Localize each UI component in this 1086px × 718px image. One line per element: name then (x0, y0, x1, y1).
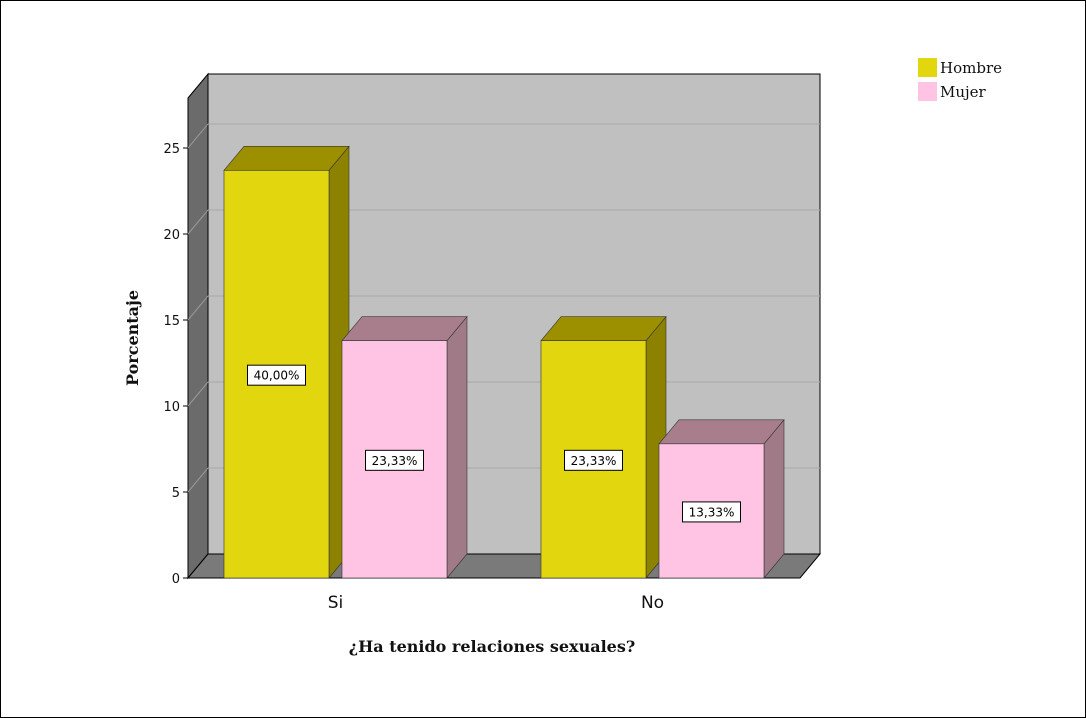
x-category-label: No (641, 593, 664, 613)
y-tick-label: 15 (163, 314, 180, 329)
legend-label: Mujer (940, 83, 987, 101)
y-tick-label: 10 (163, 400, 180, 415)
legend-swatch (918, 58, 937, 77)
bar-mujer-no (658, 419, 785, 579)
legend-item-hombre: Hombre (918, 58, 1002, 77)
bar-top (223, 146, 350, 171)
bar-hombre-si (223, 145, 350, 579)
data-label: 13,33% (682, 501, 741, 523)
x-axis-categories: Si No (328, 593, 664, 613)
bar-side (763, 419, 785, 579)
data-label-text: 23,33% (571, 454, 617, 468)
legend-swatch (918, 82, 937, 101)
bar-hombre-no (540, 315, 667, 579)
bar-top (540, 316, 667, 341)
bar-top (341, 316, 468, 341)
gridline-side (187, 467, 209, 493)
y-tick-label: 5 (172, 486, 180, 501)
side-wall (187, 72, 209, 580)
y-axis-ticks: 0 5 10 15 20 25 (163, 142, 188, 587)
data-label-box (682, 501, 741, 523)
x-axis-title: ¿Ha tenido relaciones sexuales? (349, 637, 635, 656)
data-labels: 40,00% 23,33% 23,33% 13,33% (247, 364, 741, 523)
data-label-text: 23,33% (372, 454, 418, 468)
y-tick-label: 0 (172, 572, 180, 587)
legend-item-mujer: Mujer (918, 82, 987, 101)
gridline-side (187, 381, 209, 407)
data-label: 23,33% (564, 449, 623, 471)
gridline-side (187, 295, 209, 321)
legend: Hombre Mujer (918, 58, 1002, 101)
gridline-side (187, 209, 209, 235)
data-label: 23,33% (365, 449, 424, 471)
data-label-text: 40,00% (254, 369, 300, 383)
gridline-side (187, 123, 209, 149)
y-tick-label: 20 (163, 228, 180, 243)
data-label-box (365, 449, 424, 471)
bar-mujer-si (341, 315, 468, 579)
data-label-box (564, 449, 623, 471)
data-label-box (247, 364, 306, 386)
legend-label: Hombre (940, 59, 1002, 77)
x-category-label: Si (328, 593, 344, 613)
y-axis-title: Porcentaje (123, 290, 142, 386)
bar-side (446, 315, 468, 579)
data-label-text: 13,33% (689, 505, 735, 519)
y-tick-label: 25 (163, 142, 180, 157)
data-label: 40,00% (247, 364, 306, 386)
bar-top (658, 419, 785, 445)
